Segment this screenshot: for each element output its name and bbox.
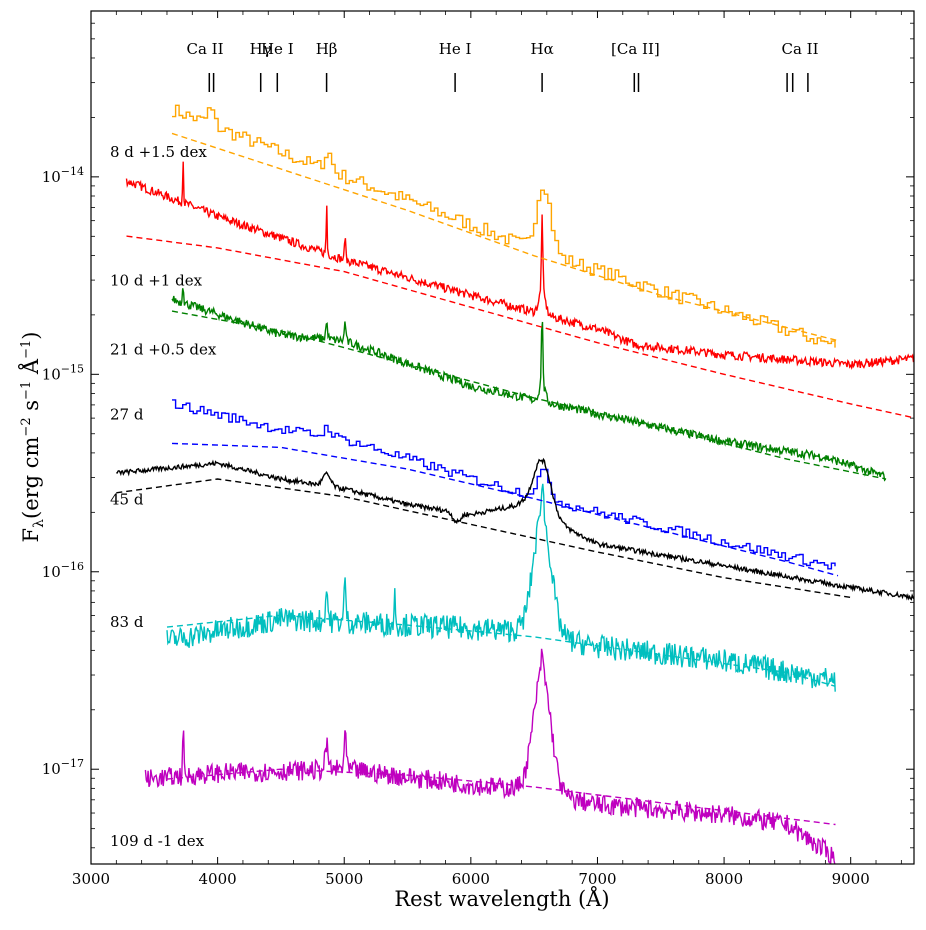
continuum-fit-2 [171,310,887,480]
y-tick-label-3: 10−17 [42,757,84,778]
line-id-label-7: Ca II [781,40,818,58]
y-axis-label-exp2: −1 [19,381,34,400]
x-tick-label-2: 5000 [325,870,363,888]
spectrum-label-5: 83 d [110,613,144,631]
continuum-fit-6 [166,768,836,826]
spectrum-label-1: 10 d +1 dex [110,272,203,290]
y-axis-label-units-end: Å [18,358,43,381]
y-axis-label-exp1: −2 [19,417,34,436]
spectrum-line-0 [172,104,836,348]
continuum-fit-0 [171,132,839,342]
svg-text:Fλ(erg cm−2 s−1 Å−1): Fλ(erg cm−2 s−1 Å−1) [18,332,47,543]
series-layer [116,104,914,864]
x-tick-label-0: 3000 [72,870,110,888]
plot-frame [90,10,915,865]
spectrum-label-6: 109 d -1 dex [110,832,205,850]
line-id-label-4: He I [439,40,472,58]
spectrum-line-5 [166,483,836,692]
x-tick-label-4: 7000 [578,870,616,888]
continuum-fits-layer [116,132,914,826]
x-axis-label: Rest wavelength (Å) [394,886,609,911]
axes-layer: 3000 4000 5000 6000 7000 8000 9000 10−14 10−15 10… [42,10,915,888]
spectrum-label-4: 45 d [110,491,144,509]
spectrum-line-6 [144,648,836,864]
line-id-label-0: Ca II [186,40,223,58]
y-tick-label-1: 10−15 [42,362,84,383]
spectrum-line-1 [125,161,914,371]
continuum-fit-1 [126,235,914,419]
line-id-label-2: He I [261,40,294,58]
line-id-label-5: Hα [530,40,553,58]
x-tick-label-1: 4000 [199,870,237,888]
spectrum-label-0: 8 d +1.5 dex [110,143,207,161]
y-tick-label-0: 10−14 [42,165,84,186]
y-axis-label: Fλ(erg cm−2 s−1 Å−1) [18,332,47,543]
y-axis-label-close: ) [19,332,43,340]
x-tick-label-5: 8000 [705,870,743,888]
y-axis-label-symbol: F [19,528,43,543]
line-id-label-3: Hβ [316,40,338,58]
line-id-label-1: Hγ [250,40,272,58]
y-axis-label-exp3: −1 [19,340,34,359]
spectrum-label-2: 21 d +0.5 dex [110,341,217,359]
x-tick-label-6: 9000 [832,870,870,888]
spectrum-line-4 [116,457,914,601]
line-id-label-6: [Ca II] [611,40,660,58]
y-axis-label-subscript: λ [31,519,47,528]
spectrum-line-3 [172,399,836,570]
y-tick-label-2: 10−16 [42,560,84,581]
x-tick-label-3: 6000 [452,870,490,888]
continuum-fit-5 [166,614,836,687]
spectrum-line-2 [171,288,886,482]
y-axis-label-units: (erg cm [19,436,43,519]
spectrum-labels-layer: 8 d +1.5 dex 10 d +1 dex 21 d +0.5 dex 27 d… [110,143,217,850]
spectrum-label-3: 27 d [110,406,144,424]
continuum-fit-4 [116,478,851,599]
y-axis-label-units-tail: s [19,400,43,417]
